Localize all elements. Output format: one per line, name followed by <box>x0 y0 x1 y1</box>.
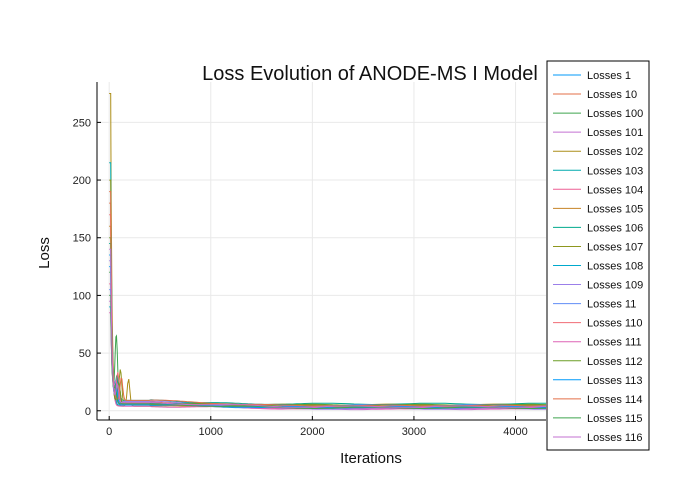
legend-label: Losses 106 <box>587 222 643 234</box>
legend-box <box>546 60 650 451</box>
y-axis-title: Loss <box>36 237 53 269</box>
x-tick-label: 3000 <box>402 426 426 438</box>
legend-label: Losses 101 <box>587 127 643 139</box>
legend-label: Losses 110 <box>587 318 642 330</box>
series-line-losses-112 <box>109 237 547 407</box>
axes: 0 1000 2000 3000 4000 0 50 100 150 200 250 <box>73 82 546 438</box>
legend-label: Losses 102 <box>587 146 643 158</box>
series-line-losses-114 <box>109 191 547 407</box>
series-line-losses-108 <box>109 306 547 410</box>
y-tick-label: 250 <box>73 117 91 129</box>
x-tick-label: 4000 <box>503 426 527 438</box>
legend: Losses 1 Losses 10 Losses 100 Losses 101 Los… <box>546 60 650 451</box>
y-tick-label: 50 <box>79 348 91 360</box>
x-tick-label: 1000 <box>199 426 223 438</box>
legend-label: Losses 100 <box>587 108 643 120</box>
legend-label: Losses 105 <box>587 203 643 215</box>
chart-title: Loss Evolution of ANODE-MS I Model <box>202 63 538 85</box>
series-line-losses-115 <box>109 294 547 409</box>
series-line-losses-103 <box>109 162 547 409</box>
series-line-losses-10 <box>109 202 547 408</box>
series-lines <box>109 93 547 411</box>
x-tick-label: 0 <box>106 426 112 438</box>
x-tick-label: 2000 <box>300 426 324 438</box>
y-tick-label: 150 <box>73 233 91 245</box>
series-line-losses-110 <box>109 214 547 408</box>
y-tick-label: 0 <box>85 406 91 418</box>
legend-label: Losses 111 <box>587 337 642 349</box>
series-line-losses-100 <box>109 271 547 408</box>
y-tick-label: 200 <box>73 175 91 187</box>
y-tick-label: 100 <box>73 290 91 302</box>
series-line-losses-107 <box>109 179 547 409</box>
legend-label: Losses 104 <box>587 184 643 196</box>
legend-label: Losses 108 <box>587 261 643 273</box>
series-line-losses-111 <box>109 312 546 410</box>
legend-label: Losses 112 <box>587 356 642 368</box>
series-line-losses-1 <box>109 254 547 409</box>
series-line-losses-116 <box>109 248 547 408</box>
legend-label: Losses 11 <box>587 299 636 311</box>
series-line-losses-101 <box>109 300 547 411</box>
legend-label: Losses 107 <box>587 241 643 253</box>
series-line-losses-105 <box>109 225 547 408</box>
series-line-losses-11 <box>109 289 547 407</box>
legend-label: Losses 114 <box>587 394 642 406</box>
series-line-losses-113 <box>109 266 547 409</box>
legend-label: Losses 1 <box>587 70 631 82</box>
x-axis-title: Iterations <box>340 450 402 467</box>
series-line-losses-104 <box>109 283 547 410</box>
legend-label: Losses 109 <box>587 280 643 292</box>
legend-label: Losses 113 <box>587 375 642 387</box>
series-line-losses-102 <box>109 93 547 407</box>
legend-label: Losses 10 <box>587 89 637 101</box>
legend-label: Losses 115 <box>587 413 642 425</box>
series-line-losses-106 <box>109 243 546 405</box>
series-line-losses-109 <box>109 260 546 410</box>
legend-label: Losses 116 <box>587 432 642 444</box>
grid <box>97 82 546 420</box>
legend-label: Losses 103 <box>587 165 643 177</box>
